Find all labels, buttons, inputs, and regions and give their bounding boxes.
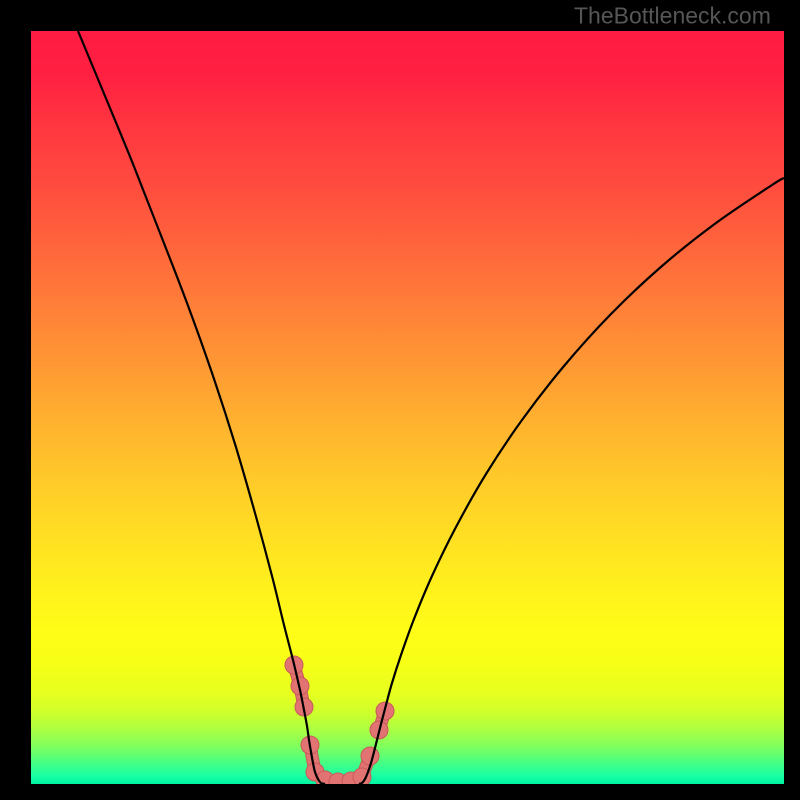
bottleneck-chart: TheBottleneck.com [0,0,800,800]
plot-area [31,31,784,791]
watermark-text: TheBottleneck.com [574,3,771,29]
bead [361,747,379,765]
gradient-background [31,31,784,784]
